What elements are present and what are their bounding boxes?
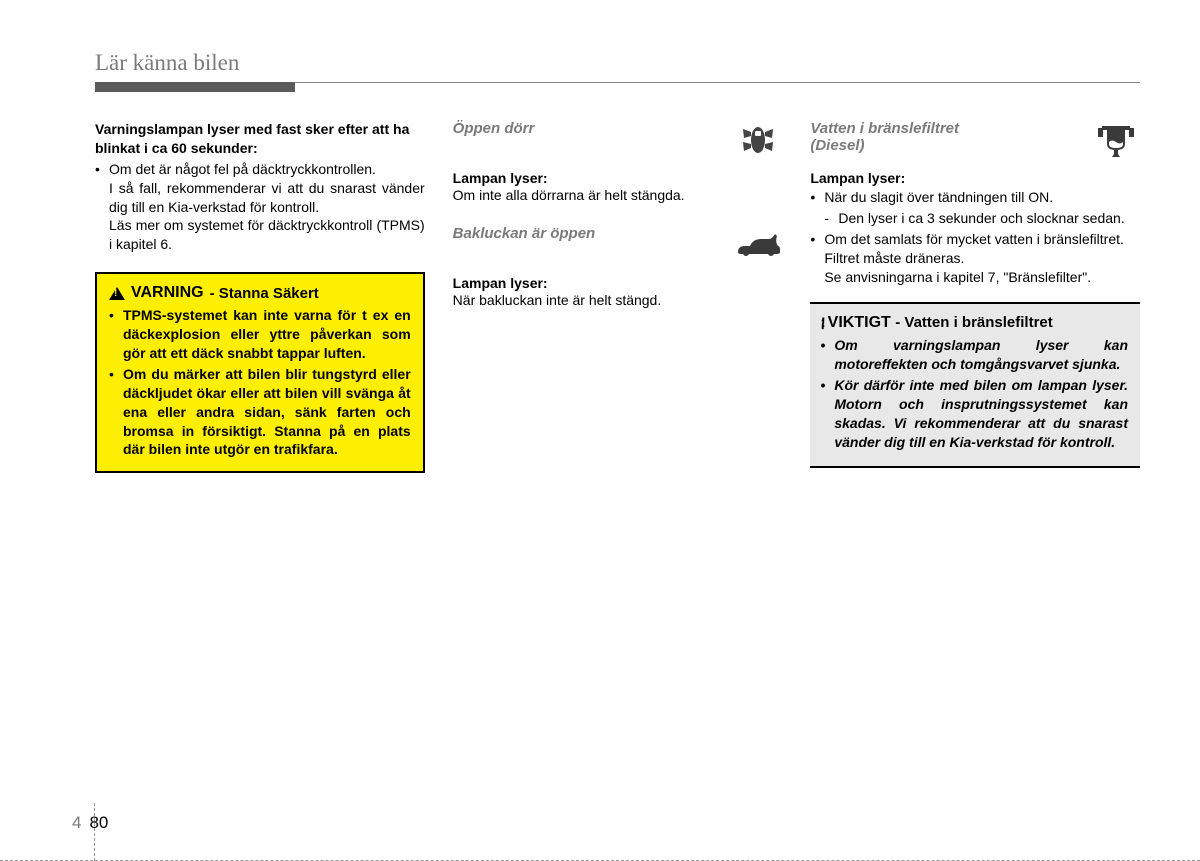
- col1-lead: Varningslampan lyser med fast sker efter…: [95, 120, 425, 158]
- column-2: Öppen dörr Lampan lyser: Om inte alla dö…: [453, 120, 783, 473]
- col3-l1: Lampan lyser:: [810, 170, 1140, 186]
- notice-exclaim-icon: ¡!: [820, 314, 821, 332]
- col3-h1-wrap: Vatten i bränslefiltret (Diesel): [810, 120, 959, 154]
- col3-bullet-1: • När du slagit över tändningen till ON.: [810, 188, 1140, 207]
- bullet-dot: •: [820, 376, 834, 452]
- column-1: Varningslampan lyser med fast sker efter…: [95, 120, 425, 473]
- header-rule-dark: [95, 82, 295, 92]
- col3-b2b: Se anvisningarna i kapitel 7, "Bränslefi…: [824, 268, 1140, 287]
- notice-subtitle: - Vatten i bränslefiltret: [895, 314, 1053, 331]
- warning-bullet-1: • TPMS-systemet kan inte varna för t ex …: [109, 306, 411, 363]
- col3-b2-text: Om det samlats för mycket vatten i bräns…: [824, 230, 1140, 249]
- col3-b1-text: När du slagit över tändningen till ON.: [824, 188, 1140, 207]
- header-rule-thin: [295, 82, 1140, 83]
- car-trunk-open-icon: [734, 225, 782, 265]
- col2-head-1: Öppen dörr: [453, 120, 783, 160]
- col2-h1: Öppen dörr: [453, 120, 535, 137]
- content-columns: Varningslampan lyser med fast sker efter…: [95, 120, 1140, 473]
- chapter-number: 4: [72, 813, 81, 833]
- notice-bullet-1: • Om varningslampan lyser kan motoreffek…: [820, 336, 1128, 374]
- notice-title-text: VIKTIGT: [828, 314, 891, 331]
- fuel-filter-water-icon: [1092, 120, 1140, 160]
- bullet-dot: •: [820, 336, 834, 374]
- col3-h1b: (Diesel): [810, 137, 959, 154]
- col1-b1b: Läs mer om systemet för däcktryckkontrol…: [109, 216, 425, 254]
- col3-bullet-2: • Om det samlats för mycket vatten i brä…: [810, 230, 1140, 249]
- col1-b1-text: Om det är något fel på däcktryckkontroll…: [109, 160, 425, 179]
- column-3: Vatten i bränslefiltret (Diesel) Lamp: [810, 120, 1140, 473]
- col2-l1: Lampan lyser:: [453, 170, 783, 186]
- chapter-title: Lär känna bilen: [95, 50, 1140, 76]
- page-number-value: 80: [89, 813, 108, 833]
- page-number: 4 80: [72, 813, 108, 833]
- col2-t2: När bakluckan inte är helt stängd.: [453, 291, 783, 310]
- footer-vertical-dash: [94, 803, 95, 861]
- page-container: Lär känna bilen Varningslampan lyser med…: [0, 0, 1200, 473]
- notice-b2-text: Kör därför inte med bilen om lampan lyse…: [834, 376, 1128, 452]
- notice-bullet-2: • Kör därför inte med bilen om lampan ly…: [820, 376, 1128, 452]
- warning-box: VARNING - Stanna Säkert • TPMS-systemet …: [95, 272, 425, 473]
- bullet-dot: •: [810, 188, 824, 207]
- warning-triangle-icon: [109, 287, 125, 300]
- warning-b1-text: TPMS-systemet kan inte varna för t ex en…: [123, 306, 411, 363]
- col2-h2: Bakluckan är öppen: [453, 225, 596, 242]
- warning-title: VARNING - Stanna Säkert: [109, 284, 411, 302]
- header-rule: [95, 82, 1140, 92]
- col2-head-2: Bakluckan är öppen: [453, 225, 783, 265]
- warning-bullet-2: • Om du märker att bilen blir tungstyrd …: [109, 365, 411, 459]
- dash-dot: -: [824, 209, 838, 228]
- col3-bullet-1a: - Den lyser i ca 3 sekunder och slocknar…: [824, 209, 1140, 228]
- col2-t1: Om inte alla dörrarna är helt stängda.: [453, 186, 783, 205]
- bullet-dot: •: [810, 230, 824, 249]
- bullet-dot: •: [109, 365, 123, 459]
- col1-b1a: I så fall, rekommenderar vi att du snara…: [109, 179, 425, 217]
- col3-h1a: Vatten i bränslefiltret: [810, 120, 959, 137]
- col3-head-1: Vatten i bränslefiltret (Diesel): [810, 120, 1140, 160]
- notice-b1-text: Om varningslampan lyser kan motoreffekte…: [834, 336, 1128, 374]
- car-doors-open-icon: [734, 120, 782, 160]
- notice-title: ¡! VIKTIGT - Vatten i bränslefiltret: [820, 314, 1128, 332]
- col3-b1a-text: Den lyser i ca 3 sekunder och slocknar s…: [838, 209, 1140, 228]
- col3-b2a: Filtret måste dräneras.: [824, 249, 1140, 268]
- notice-box: ¡! VIKTIGT - Vatten i bränslefiltret • O…: [810, 302, 1140, 467]
- warning-subtitle: - Stanna Säkert: [210, 285, 319, 302]
- bullet-dot: •: [95, 160, 109, 179]
- bullet-dot: •: [109, 306, 123, 363]
- col1-bullet-1: • Om det är något fel på däcktryckkontro…: [95, 160, 425, 179]
- warning-title-text: VARNING: [131, 284, 204, 302]
- col2-l2: Lampan lyser:: [453, 275, 783, 291]
- warning-b2-text: Om du märker att bilen blir tungstyrd el…: [123, 365, 411, 459]
